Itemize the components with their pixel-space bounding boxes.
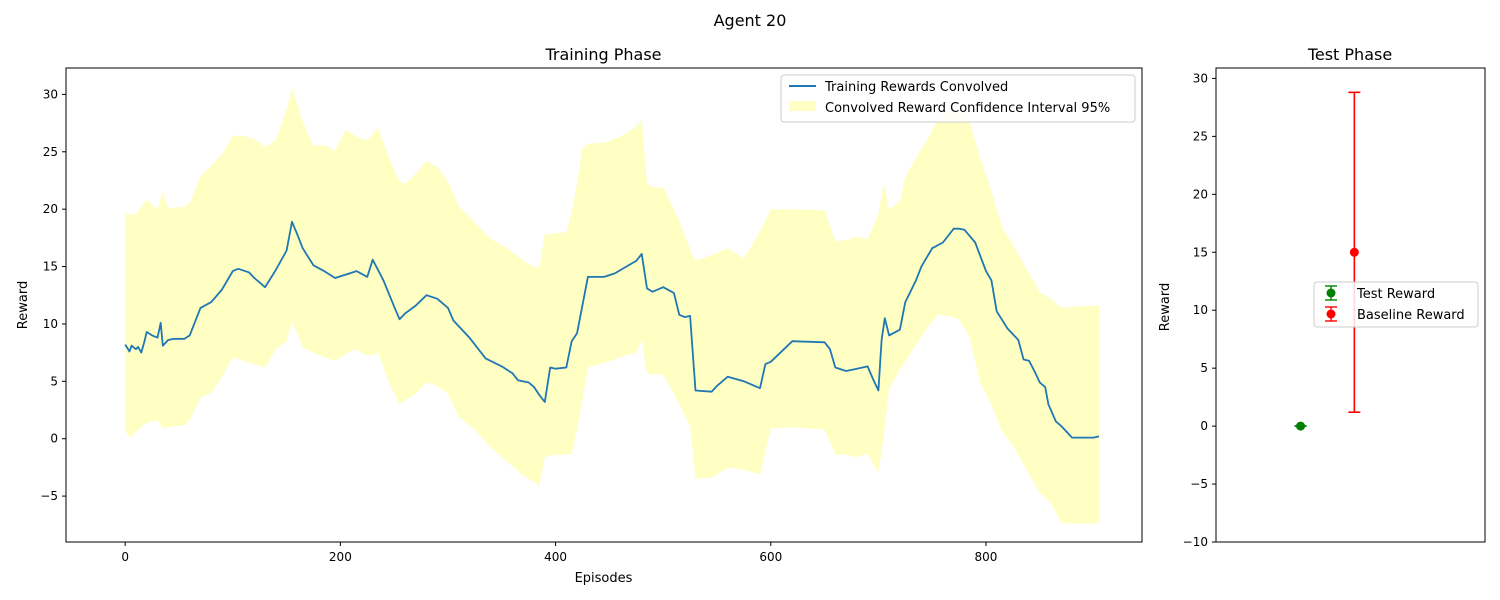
test-panel: Test Phase −10 −5 0 5 10 15 20 25 30 Reward Test… — [1158, 45, 1486, 549]
training-y-axis: −5 0 5 10 15 20 25 30 — [40, 87, 66, 503]
x-tick-label: 600 — [759, 550, 782, 564]
legend-label-confidence-interval: Convolved Reward Confidence Interval 95% — [825, 101, 1110, 116]
training-title: Training Phase — [545, 45, 662, 64]
legend-label-test-reward: Test Reward — [1356, 287, 1435, 302]
training-x-axis: 0 200 400 600 800 — [121, 542, 997, 564]
y-tick-label: 15 — [1193, 245, 1208, 259]
y-tick-label: −5 — [40, 489, 58, 503]
training-y-label: Reward — [16, 281, 31, 329]
training-x-label: Episodes — [575, 571, 633, 586]
training-panel: Training Phase 0 200 400 600 800 −5 0 5 10 15 20 2… — [16, 45, 1143, 586]
data-point — [1349, 247, 1359, 257]
y-tick-label: 20 — [43, 202, 58, 216]
training-plot-area — [124, 87, 1100, 524]
x-tick-label: 0 — [121, 550, 129, 564]
training-rewards-line — [124, 220, 1100, 439]
y-tick-label: 10 — [1193, 303, 1208, 317]
y-tick-label: −5 — [1190, 477, 1208, 491]
data-point — [1296, 421, 1306, 431]
x-tick-label: 400 — [544, 550, 567, 564]
test-axes-frame — [1215, 67, 1486, 543]
training-legend: Training Rewards Convolved Convolved Rew… — [780, 74, 1136, 123]
y-tick-label: 25 — [43, 145, 58, 159]
y-tick-label: 5 — [50, 374, 58, 388]
test-legend: Test Reward Baseline Reward — [1313, 281, 1479, 328]
training-axes-frame — [65, 67, 1143, 543]
legend-point — [1326, 288, 1336, 298]
y-tick-label: 5 — [1200, 361, 1208, 375]
errorbar-baseline-reward — [1348, 91, 1361, 414]
legend-marker-test-reward — [1325, 285, 1337, 301]
legend-label-training-rewards: Training Rewards Convolved — [824, 80, 1008, 95]
test-plot-area — [1294, 91, 1361, 431]
legend-marker-baseline-reward — [1325, 306, 1337, 322]
y-tick-label: 10 — [43, 317, 58, 331]
legend-point — [1326, 309, 1336, 319]
y-tick-label: 30 — [1193, 71, 1208, 85]
x-tick-label: 800 — [975, 550, 998, 564]
legend-band-swatch — [789, 101, 816, 111]
y-tick-label: 0 — [50, 432, 58, 446]
y-tick-label: 25 — [1193, 129, 1208, 143]
test-y-label: Reward — [1158, 283, 1173, 331]
x-tick-label: 200 — [329, 550, 352, 564]
test-title: Test Phase — [1307, 45, 1392, 64]
figure-suptitle: Agent 20 — [714, 11, 787, 30]
test-legend-box — [1313, 281, 1479, 328]
y-tick-label: −10 — [1183, 535, 1208, 549]
test-y-axis: −10 −5 0 5 10 15 20 25 30 — [1183, 71, 1216, 549]
y-tick-label: 15 — [43, 260, 58, 274]
confidence-interval-band — [125, 87, 1099, 524]
y-tick-label: 20 — [1193, 187, 1208, 201]
legend-label-baseline-reward: Baseline Reward — [1357, 308, 1465, 323]
y-tick-label: 0 — [1200, 419, 1208, 433]
y-tick-label: 30 — [43, 87, 58, 101]
errorbar-test-reward — [1294, 421, 1307, 431]
training-legend-box — [780, 74, 1136, 123]
